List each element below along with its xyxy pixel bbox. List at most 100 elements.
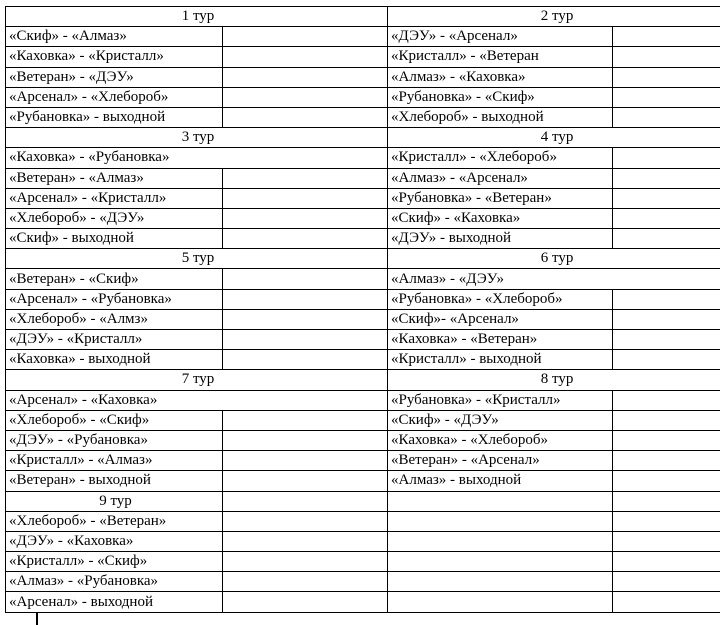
- result-cell: [221, 429, 389, 452]
- match-cell: «Рубановка» - выходной: [5, 106, 223, 129]
- match-row: «Рубановка» - выходной «Хлебороб» - выход…: [5, 106, 720, 129]
- match-cell: «ДЭУ» - «Арсенал»: [387, 26, 614, 48]
- round-title: 1 тур: [4, 5, 389, 28]
- match-cell: «Арсенал» - «Хлебороб»: [5, 86, 223, 108]
- match-cell: «Каховка» - «Хлебороб»: [387, 429, 614, 452]
- match-row: «Кристалл» - «Алмаз» «Ветеран» - «Арсенал…: [5, 450, 720, 472]
- round-header-row: 7 тур 8 тур: [4, 369, 720, 391]
- match-cell: «Ветеран» - выходной: [5, 470, 223, 492]
- result-cell: [612, 328, 720, 351]
- text-cursor: [36, 613, 38, 625]
- result-cell: [612, 106, 720, 129]
- result-cell: [612, 147, 720, 169]
- result-cell: [221, 308, 389, 331]
- match-cell: «ДЭУ» - выходной: [387, 228, 614, 250]
- match-row: «Арсенал» - «Рубановка» «Рубановка» - «Хл…: [5, 288, 720, 310]
- empty-cell: [612, 571, 720, 593]
- match-row: «ДЭУ» - «Кристалл» «Каховка» - «Ветеран»: [5, 328, 720, 351]
- result-cell: [612, 450, 720, 472]
- result-cell: [612, 349, 720, 371]
- match-row: «Кристалл» - «Скиф»: [5, 551, 720, 573]
- match-cell: «Кристалл» - «Алмаз»: [5, 450, 223, 472]
- round-title: 8 тур: [387, 369, 720, 391]
- result-cell: [221, 46, 389, 68]
- match-cell: «Алмаз» - «Рубановка»: [5, 571, 223, 593]
- result-cell: [221, 187, 389, 209]
- match-cell: «ДЭУ» - «Кристалл»: [5, 328, 223, 351]
- match-row: «Хлебороб» - «ДЭУ» «Скиф» - «Каховка»: [5, 207, 720, 230]
- result-cell: [221, 470, 389, 492]
- match-row: «Скиф» - «Алмаз» «ДЭУ» - «Арсенал»: [5, 26, 720, 48]
- match-row: «Арсенал» - «Хлебороб» «Рубановка» - «Ски…: [5, 86, 720, 108]
- schedule-table: 1 тур 2 тур «Скиф» - «Алмаз» «ДЭУ» - «Арсен…: [4, 5, 720, 613]
- match-row: «Каховка» - выходной «Кристалл» - выходно…: [5, 349, 720, 371]
- empty-cell: [387, 591, 614, 613]
- match-row: «Хлебороб» - «Алмз» «Скиф»- «Арсенал»: [5, 308, 720, 331]
- result-cell: [221, 268, 389, 290]
- result-cell: [221, 450, 389, 472]
- round-title: 7 тур: [4, 369, 389, 391]
- match-cell: «Скиф» - «Алмаз»: [5, 26, 223, 48]
- result-cell: [221, 510, 389, 532]
- result-cell: [221, 106, 389, 129]
- empty-cell: [612, 551, 720, 573]
- match-cell: «Ветеран» - «Алмаз»: [5, 167, 223, 189]
- match-row: «Каховка» - «Рубановка» «Кристалл» - «Хле…: [4, 147, 720, 169]
- match-row: «ДЭУ» - «Рубановка» «Каховка» - «Хлебороб…: [5, 429, 720, 452]
- empty-cell: [387, 551, 614, 573]
- match-cell: «Хлебороб» - «Алмз»: [5, 308, 223, 331]
- result-cell: [221, 328, 389, 351]
- result-cell: [221, 66, 389, 88]
- match-cell: «Хлебороб» - выходной: [387, 106, 614, 129]
- round-header-row: 9 тур: [5, 490, 720, 512]
- match-row: «Арсенал» - «Кристалл» «Рубановка» - «Вет…: [5, 187, 720, 209]
- result-cell: [612, 389, 720, 411]
- result-cell: [612, 228, 720, 250]
- result-cell: [612, 288, 720, 310]
- match-cell: «Рубановка» - «Хлебороб»: [387, 288, 614, 310]
- match-row: «Арсенал» - выходной: [5, 591, 720, 613]
- result-cell: [221, 551, 389, 573]
- match-cell: «Кристалл» - «Хлебороб»: [387, 147, 614, 169]
- match-cell: «Хлебороб» - «ДЭУ»: [5, 207, 223, 230]
- match-row: «Арсенал» - «Каховка» «Рубановка» - «Крис…: [4, 389, 720, 411]
- match-row: «Скиф» - выходной «ДЭУ» - выходной: [5, 228, 720, 250]
- match-cell: «Каховка» - «Кристалл»: [5, 46, 223, 68]
- empty-cell: [612, 490, 720, 512]
- match-cell: «Алмаз» - выходной: [387, 470, 614, 492]
- match-cell: «Ветеран» - «Арсенал»: [387, 450, 614, 472]
- result-cell: [221, 530, 389, 553]
- round-title: 5 тур: [4, 248, 389, 270]
- match-row: «Ветеран» - «Скиф» «Алмаз» - «ДЭУ»: [5, 268, 720, 290]
- match-row: «ДЭУ» - «Каховка»: [5, 530, 720, 553]
- result-cell: [221, 409, 389, 431]
- empty-cell: [612, 530, 720, 553]
- match-cell: «Кристалл» - выходной: [387, 349, 614, 371]
- result-cell: [221, 591, 389, 613]
- match-cell: «Рубановка» - «Скиф»: [387, 86, 614, 108]
- result-cell: [612, 167, 720, 189]
- round-header-row: 5 тур 6 тур: [4, 248, 720, 270]
- match-cell: «Кристалл» - «Скиф»: [5, 551, 223, 573]
- match-cell: «Алмаз» - «ДЭУ»: [387, 268, 720, 290]
- result-cell: [612, 86, 720, 108]
- match-cell: «Каховка» - выходной: [5, 349, 223, 371]
- match-cell: «Хлебороб» - «Скиф»: [5, 409, 223, 431]
- match-cell: «Кристалл» - «Ветеран: [387, 46, 614, 68]
- result-cell: [612, 187, 720, 209]
- round-title: 4 тур: [387, 127, 720, 149]
- empty-cell: [387, 510, 614, 532]
- match-cell: «Каховка» - «Рубановка»: [4, 147, 389, 169]
- match-cell: «Ветеран» - «ДЭУ»: [5, 66, 223, 88]
- match-row: «Ветеран» - выходной «Алмаз» - выходной: [5, 470, 720, 492]
- result-cell: [612, 308, 720, 331]
- match-row: «Алмаз» - «Рубановка»: [5, 571, 720, 593]
- result-cell: [221, 207, 389, 230]
- match-row: «Хлебороб» - «Скиф» «Скиф» - «ДЭУ»: [5, 409, 720, 431]
- empty-cell: [221, 490, 389, 512]
- empty-cell: [612, 510, 720, 532]
- result-cell: [221, 288, 389, 310]
- match-cell: «Арсенал» - выходной: [5, 591, 223, 613]
- match-row: «Хлебороб» - «Ветеран»: [5, 510, 720, 532]
- result-cell: [221, 26, 389, 48]
